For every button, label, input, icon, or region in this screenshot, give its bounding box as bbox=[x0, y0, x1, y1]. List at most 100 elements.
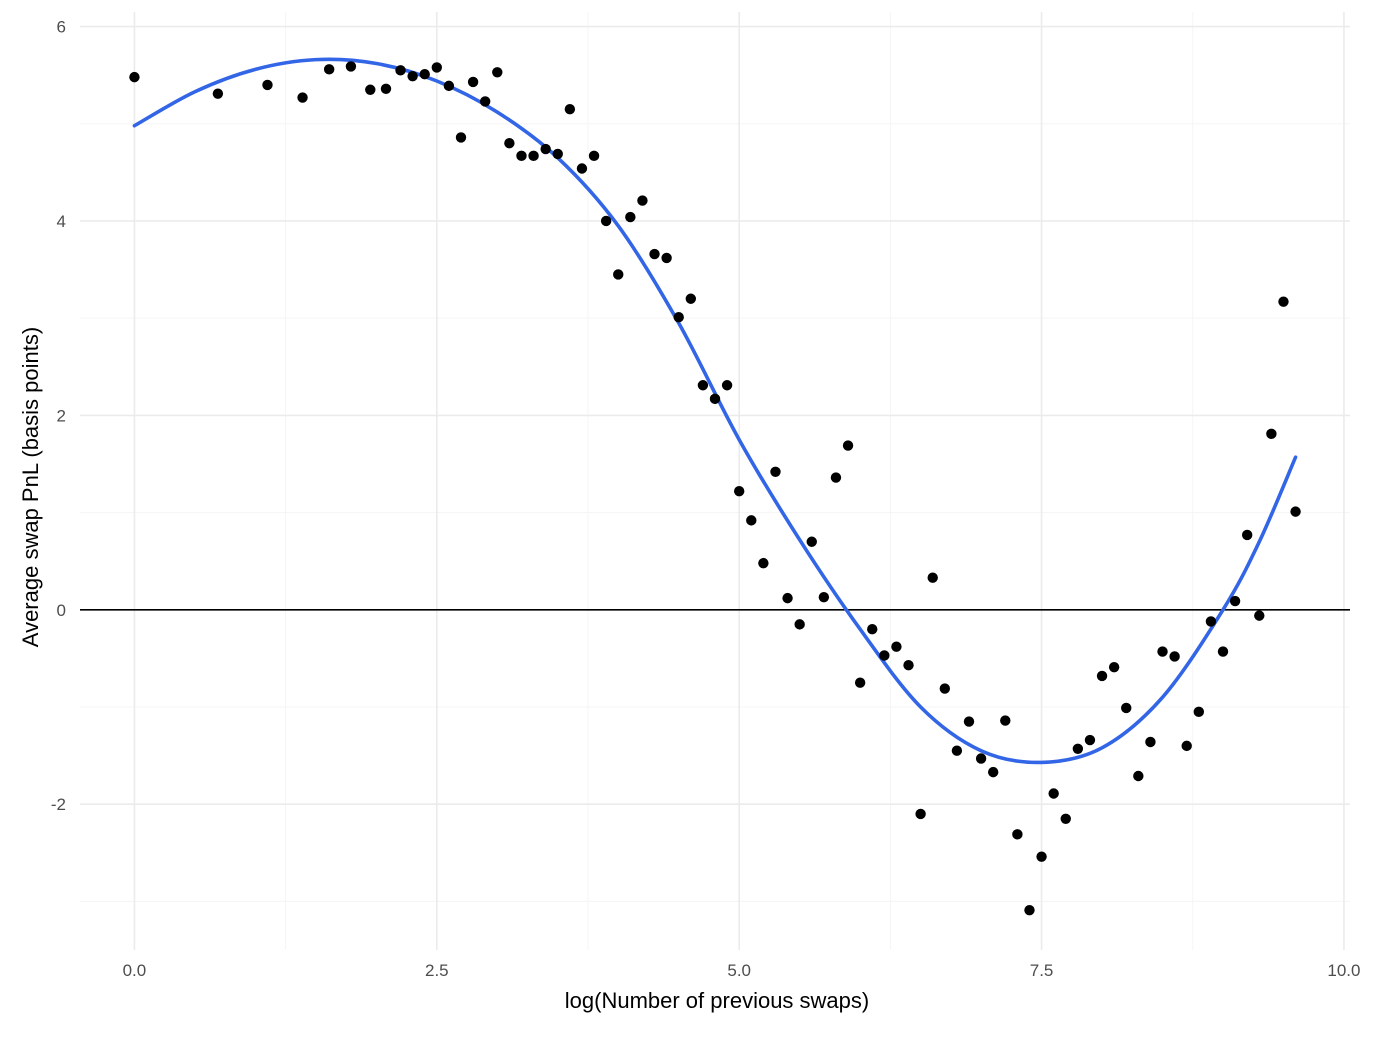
data-point bbox=[927, 572, 938, 583]
data-point bbox=[613, 269, 624, 280]
y-tick-label: 4 bbox=[57, 212, 66, 231]
data-point bbox=[1169, 651, 1180, 662]
data-point bbox=[552, 148, 563, 160]
data-point bbox=[987, 766, 999, 778]
y-tick-label: -2 bbox=[51, 795, 66, 814]
data-point bbox=[806, 536, 817, 547]
data-point bbox=[673, 312, 684, 323]
x-axis-title: log(Number of previous swaps) bbox=[565, 988, 869, 1013]
data-point bbox=[770, 466, 781, 477]
data-point bbox=[1060, 813, 1071, 824]
data-point bbox=[625, 211, 636, 223]
data-point bbox=[1157, 646, 1168, 657]
data-point bbox=[709, 393, 721, 405]
data-point bbox=[600, 215, 612, 227]
data-point bbox=[721, 380, 733, 391]
data-point bbox=[854, 677, 866, 688]
data-point bbox=[262, 79, 273, 91]
x-tick-label: 10.0 bbox=[1327, 961, 1360, 980]
data-point bbox=[1193, 706, 1205, 718]
data-points bbox=[129, 61, 1301, 916]
data-point bbox=[879, 650, 890, 661]
data-point bbox=[1096, 670, 1108, 682]
data-point bbox=[1000, 715, 1011, 726]
data-point bbox=[649, 248, 660, 260]
data-point bbox=[323, 64, 335, 75]
x-tick-label: 0.0 bbox=[123, 961, 147, 980]
data-point bbox=[1181, 740, 1192, 752]
data-point bbox=[746, 515, 757, 526]
data-point bbox=[365, 84, 376, 95]
data-point bbox=[1229, 595, 1241, 607]
data-point bbox=[212, 88, 224, 99]
data-point bbox=[345, 61, 357, 72]
data-point bbox=[395, 65, 406, 76]
smooth-fit-line bbox=[132, 57, 1298, 765]
data-point bbox=[431, 62, 443, 73]
data-point bbox=[1036, 851, 1047, 862]
y-tick-label: 6 bbox=[57, 18, 66, 37]
data-point bbox=[1133, 770, 1144, 782]
data-point bbox=[1290, 506, 1301, 517]
y-axis-tick-labels: -2 0 2 4 6 bbox=[51, 18, 66, 815]
data-point bbox=[915, 808, 926, 820]
data-point bbox=[1108, 661, 1120, 673]
y-axis-title: Average swap PnL (basis points) bbox=[18, 327, 43, 647]
data-point bbox=[830, 472, 842, 483]
data-point bbox=[380, 83, 392, 94]
data-point bbox=[576, 163, 588, 174]
data-point bbox=[1254, 610, 1265, 621]
x-axis-tick-labels: 0.0 2.5 5.0 7.5 10.0 bbox=[123, 961, 1361, 980]
data-point bbox=[685, 293, 697, 304]
data-point bbox=[129, 71, 140, 83]
data-point bbox=[661, 252, 672, 264]
data-point bbox=[758, 557, 769, 569]
data-point bbox=[419, 69, 430, 80]
data-point bbox=[1048, 788, 1059, 799]
data-point bbox=[1012, 829, 1023, 840]
data-point bbox=[540, 143, 551, 155]
data-point bbox=[867, 624, 878, 635]
data-point bbox=[1121, 702, 1132, 714]
data-point bbox=[963, 716, 975, 727]
data-point bbox=[492, 67, 503, 78]
data-point bbox=[818, 591, 830, 603]
major-gridlines bbox=[80, 12, 1350, 950]
data-point bbox=[1024, 904, 1035, 916]
x-tick-label: 7.5 bbox=[1030, 961, 1054, 980]
data-point bbox=[794, 619, 805, 630]
x-tick-label: 5.0 bbox=[727, 961, 751, 980]
x-tick-label: 2.5 bbox=[425, 961, 449, 980]
data-point bbox=[1266, 428, 1277, 440]
y-tick-label: 0 bbox=[57, 601, 66, 620]
data-point bbox=[407, 70, 418, 82]
data-point bbox=[516, 150, 527, 162]
data-point bbox=[637, 195, 648, 206]
data-point bbox=[697, 380, 709, 391]
data-point bbox=[842, 440, 854, 451]
data-point bbox=[951, 745, 963, 756]
y-tick-label: 2 bbox=[57, 406, 66, 425]
data-point bbox=[1084, 734, 1096, 746]
data-point bbox=[1241, 529, 1253, 541]
data-point bbox=[733, 486, 745, 497]
data-point bbox=[782, 592, 793, 604]
data-point bbox=[588, 150, 600, 162]
data-point bbox=[1278, 296, 1289, 307]
data-point bbox=[504, 138, 515, 149]
data-point bbox=[455, 132, 467, 143]
data-point bbox=[1145, 736, 1156, 748]
data-point bbox=[891, 641, 902, 652]
data-point bbox=[467, 76, 479, 88]
data-point bbox=[443, 80, 455, 92]
data-point bbox=[903, 659, 914, 671]
data-point bbox=[1217, 646, 1229, 657]
data-point bbox=[1072, 743, 1084, 754]
data-point bbox=[564, 104, 576, 115]
minor-gridlines bbox=[80, 12, 1350, 950]
data-point bbox=[297, 92, 308, 103]
data-point bbox=[528, 150, 539, 162]
data-point bbox=[1205, 616, 1217, 627]
data-point bbox=[479, 96, 491, 107]
